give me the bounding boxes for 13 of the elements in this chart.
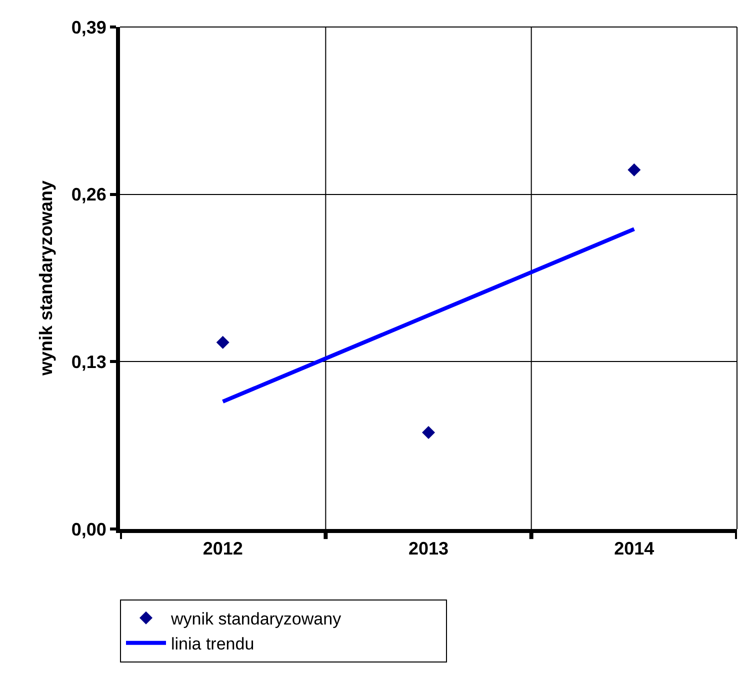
legend-label: linia trendu [171, 634, 254, 654]
point [216, 336, 230, 349]
y-axis-title: wynik standaryzowany [36, 180, 56, 377]
y-tick-label: 0,13 [71, 352, 106, 372]
x-tick-label: 2013 [408, 538, 449, 559]
y-tick-label: 0,00 [71, 519, 106, 540]
point [422, 426, 435, 439]
x-tick-label: 2014 [614, 538, 654, 559]
point [628, 163, 641, 176]
y-tick-label: 0,39 [71, 17, 106, 38]
legend-label: wynik standaryzowany [170, 609, 342, 628]
x-tick-label: 2012 [202, 538, 243, 559]
y-tick-label: 0,26 [71, 184, 106, 205]
